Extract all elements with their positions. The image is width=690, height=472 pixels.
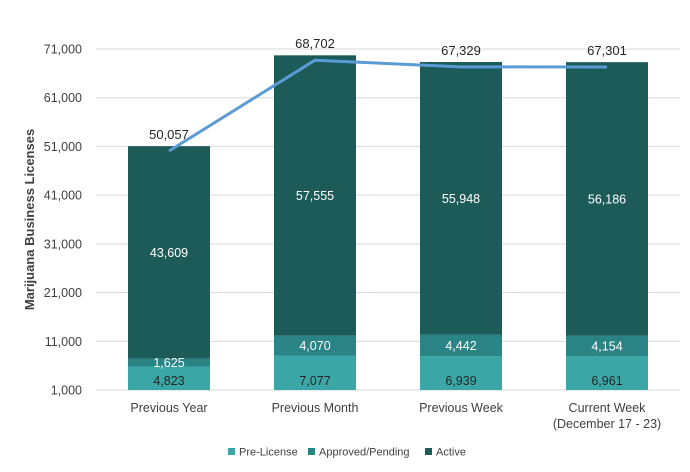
bar-segment <box>274 55 356 336</box>
data-label: 57,555 <box>296 189 334 203</box>
data-label: 6,939 <box>445 374 476 388</box>
total-label: 50,057 <box>149 127 189 142</box>
x-axis-ticks: Previous Year Previous Month Previous Week… <box>130 401 661 431</box>
bar-segment <box>274 335 356 356</box>
y-axis-ticks: 1,000 11,000 21,000 31,000 41,000 51,000 61,00… <box>44 43 82 398</box>
total-label: 67,329 <box>441 43 481 58</box>
total-line: 50,057 68,702 67,329 67,301 <box>149 36 627 153</box>
data-label: 56,186 <box>588 193 626 207</box>
y-tick-label: 11,000 <box>45 335 82 349</box>
bar-segment <box>128 366 210 390</box>
legend-swatch <box>228 448 235 455</box>
y-tick-label: 51,000 <box>44 140 82 154</box>
bar-segment <box>566 335 648 357</box>
legend-swatch <box>425 448 432 455</box>
legend-label: Approved/Pending <box>319 447 410 459</box>
bars: 4,823 1,625 43,609 7,077 4,070 57,555 6,939 4,4… <box>128 55 648 390</box>
y-tick-label: 61,000 <box>44 91 82 105</box>
total-label: 67,301 <box>587 43 627 58</box>
legend-label: Pre-License <box>239 447 298 459</box>
bar-segment <box>274 355 356 390</box>
y-tick-label: 41,000 <box>44 189 82 203</box>
x-tick-label: (December 17 - 23) <box>553 417 661 431</box>
bar-segment <box>420 62 502 335</box>
legend-label: Active <box>436 447 466 459</box>
legend-swatch <box>308 448 315 455</box>
bar-segment <box>420 356 502 390</box>
y-tick-label: 71,000 <box>44 43 82 57</box>
data-label: 4,070 <box>299 339 330 353</box>
bar-segment <box>128 146 210 359</box>
bar-segment <box>128 358 210 367</box>
data-label: 6,961 <box>591 374 622 388</box>
y-tick-label: 1,000 <box>51 384 82 398</box>
bar-segment <box>566 62 648 336</box>
x-tick-label: Previous Week <box>419 401 504 415</box>
x-tick-label: Previous Year <box>130 401 207 415</box>
total-series-line <box>168 58 608 153</box>
data-label: 55,948 <box>442 192 480 206</box>
bar-segment <box>566 356 648 390</box>
x-tick-label: Current Week <box>569 401 647 415</box>
data-label: 43,609 <box>150 246 188 260</box>
x-tick-label: Previous Month <box>272 401 359 415</box>
total-label: 68,702 <box>295 36 335 51</box>
y-tick-label: 31,000 <box>44 237 82 251</box>
data-label: 4,154 <box>591 339 622 353</box>
y-axis-label: Marijuana Business Licenses <box>22 129 37 310</box>
y-tick-label: 21,000 <box>44 286 82 300</box>
legend: Pre-License Approved/Pending Active <box>228 447 466 459</box>
bar-segment <box>420 334 502 357</box>
data-label: 4,823 <box>153 374 184 388</box>
data-label: 7,077 <box>299 374 330 388</box>
data-label: 4,442 <box>445 339 476 353</box>
data-label: 1,625 <box>153 356 184 370</box>
